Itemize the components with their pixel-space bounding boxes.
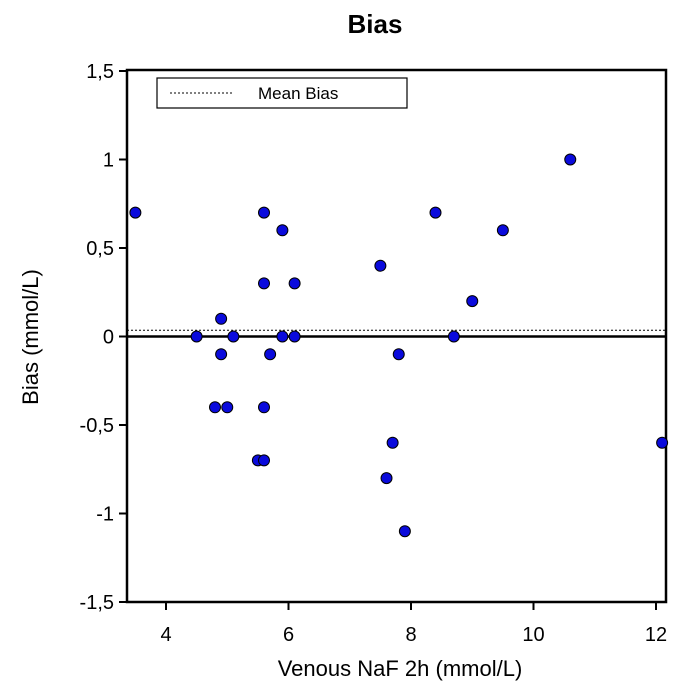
x-axis-label: Venous NaF 2h (mmol/L) [278,656,523,681]
data-point [564,153,577,166]
x-tick-label: 4 [160,624,171,646]
data-point [129,206,142,219]
data-point [190,330,203,343]
y-axis: 1,5 1 0,5 0 -0,5 -1 -1,5 [80,61,127,614]
data-point [392,348,405,361]
data-point [466,295,479,308]
data-point [258,454,270,467]
data-point [221,401,234,414]
data-point [258,206,270,219]
data-point [288,330,301,343]
data-point [276,330,289,343]
data-point [398,525,411,538]
data-point [258,277,270,290]
y-tick-label: -1,5 [80,592,114,614]
data-point [227,330,240,343]
x-tick-label: 8 [405,624,416,646]
y-tick-label: 0,5 [86,238,114,260]
data-point [276,224,289,237]
y-tick-label: 0 [103,327,114,349]
data-point [447,330,460,343]
legend: Mean Bias [156,77,408,109]
data-point [209,401,221,414]
y-tick-label: -1 [96,504,114,526]
data-point [656,436,669,449]
data-point [215,312,228,325]
data-point [380,472,393,485]
y-tick-label: -0,5 [80,415,114,437]
data-point [288,277,301,290]
x-axis: 4 6 8 10 12 [160,602,667,646]
x-tick-label: 10 [522,624,544,646]
y-axis-label: Bias (mmol/L) [18,269,43,405]
legend-label: Mean Bias [258,84,338,103]
x-tick-label: 6 [283,624,294,646]
data-point [429,206,442,219]
y-tick-label: 1,5 [86,61,114,83]
x-tick-label: 12 [645,624,667,646]
chart-title: Bias [348,9,403,39]
data-point [215,348,228,361]
y-tick-label: 1 [103,150,114,172]
data-point [496,224,509,237]
data-point [374,259,387,272]
data-point [264,348,277,361]
data-point [258,401,270,414]
data-points [129,153,669,538]
data-point [386,436,399,449]
